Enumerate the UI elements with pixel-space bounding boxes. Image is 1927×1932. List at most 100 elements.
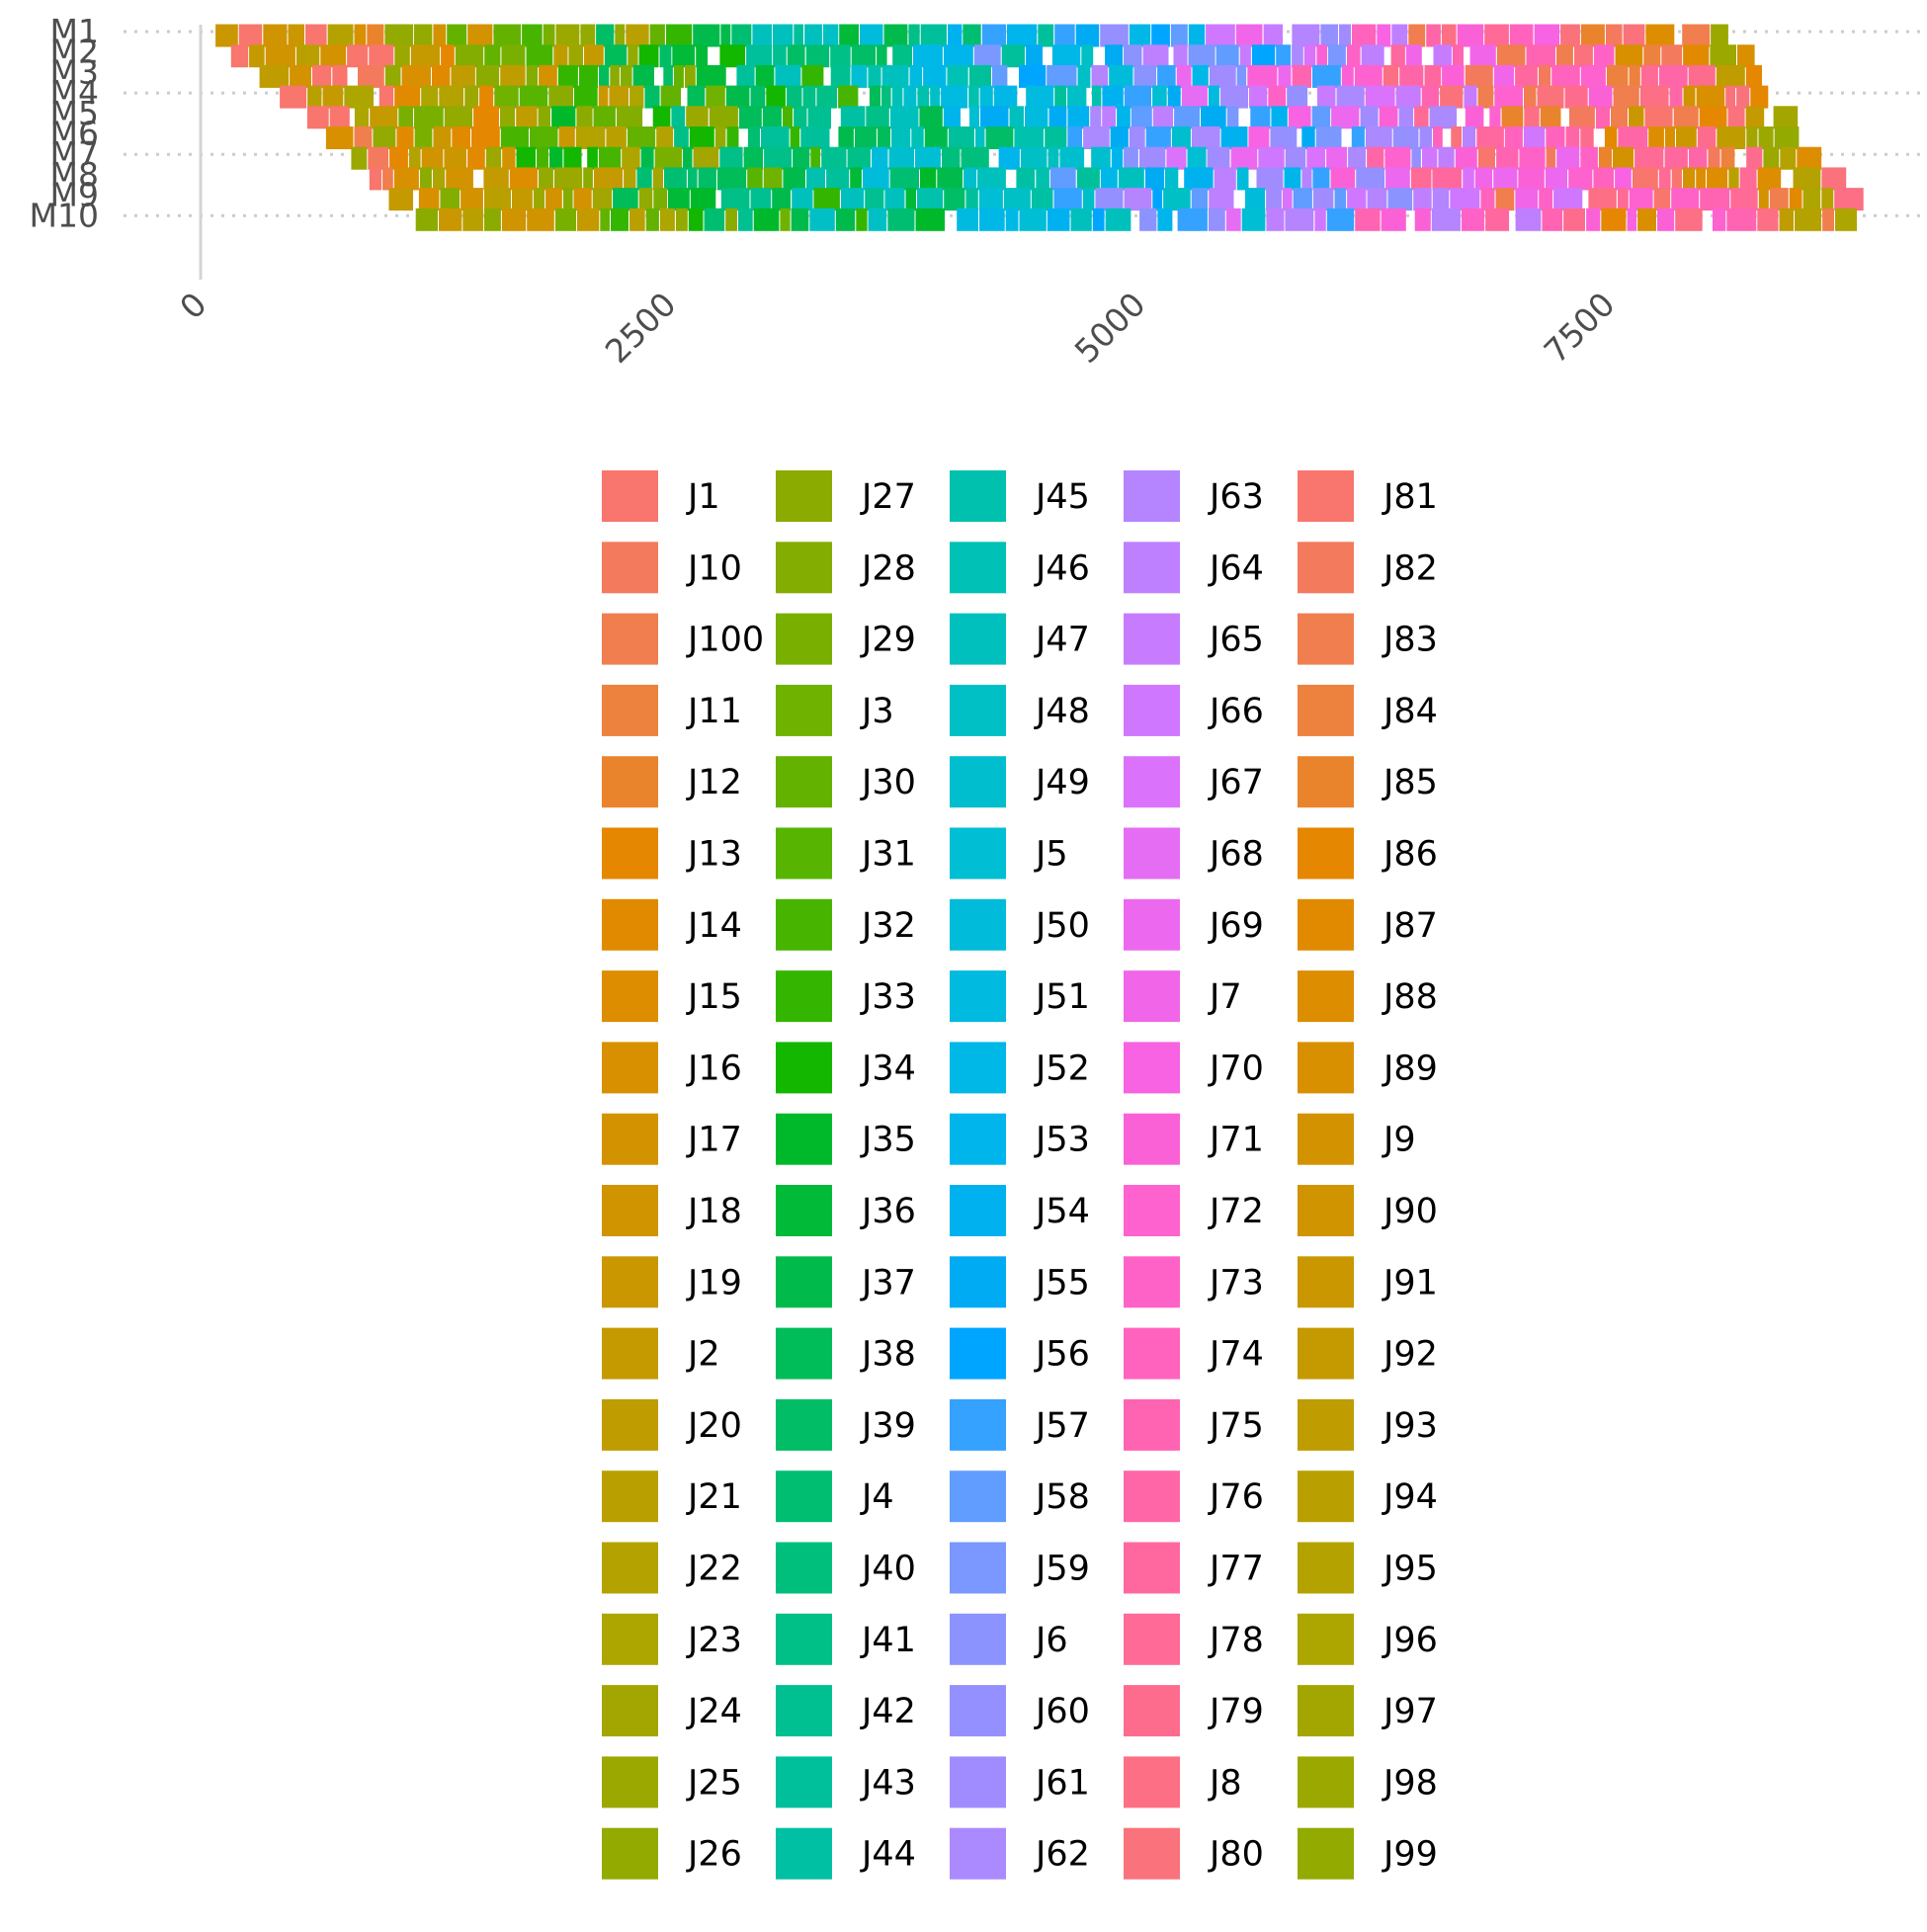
bar-M4-12 xyxy=(548,85,573,109)
bar-M7-44 xyxy=(1258,146,1285,170)
legend-label-J39: J39 xyxy=(860,1406,916,1446)
bar-M1-44 xyxy=(1129,24,1151,47)
legend-swatch-J68 xyxy=(1124,827,1180,880)
bar-M3-67 xyxy=(1688,64,1716,88)
bar-M9-46 xyxy=(1367,188,1387,211)
bar-M3-65 xyxy=(1640,64,1658,88)
bar-M3-48 xyxy=(1278,64,1292,88)
bar-M9-50 xyxy=(1450,188,1480,211)
bar-M9-47 xyxy=(1387,188,1413,211)
legend-swatch-J75 xyxy=(1124,1398,1180,1451)
bar-M1-15 xyxy=(543,24,555,47)
legend-label-J40: J40 xyxy=(860,1550,916,1589)
bar-M1-54 xyxy=(1352,24,1377,47)
bar-M5-46 xyxy=(1311,106,1331,129)
bar-M7-15 xyxy=(622,146,640,170)
bar-M7-35 xyxy=(1059,146,1085,170)
bar-M5-57 xyxy=(1540,106,1561,129)
x-axis: 0 2500 5000 7500 xyxy=(172,285,1622,371)
bar-M2-37 xyxy=(1051,44,1081,68)
bar-M1-19 xyxy=(615,24,626,47)
bar-M9-43 xyxy=(1312,188,1334,211)
bar-M7-12 xyxy=(563,146,582,170)
bar-M10-56 xyxy=(1627,208,1637,231)
x-tick-label-2500: 2500 xyxy=(598,285,684,371)
legend-label-J7: J7 xyxy=(1208,977,1242,1017)
legend-label-J8: J8 xyxy=(1208,1763,1242,1803)
bar-M1-0 xyxy=(215,24,238,47)
legend-swatch-J59 xyxy=(950,1542,1006,1594)
legend-label-J19: J19 xyxy=(686,1263,742,1302)
legend-swatch-J60 xyxy=(950,1685,1006,1737)
bar-M9-25 xyxy=(917,188,944,211)
legend-swatch-J30 xyxy=(776,756,832,808)
legend-label-J90: J90 xyxy=(1382,1192,1438,1231)
bar-M5-25 xyxy=(866,106,889,129)
bar-M3-3 xyxy=(332,64,348,88)
bar-M3-33 xyxy=(947,64,968,88)
bar-M7-43 xyxy=(1230,146,1258,170)
bar-M3-64 xyxy=(1629,64,1640,88)
bar-M8-26 xyxy=(889,167,919,191)
bar-M9-65 xyxy=(1789,188,1802,211)
legend-label-J33: J33 xyxy=(860,977,916,1017)
bar-M9-2 xyxy=(440,188,461,211)
bar-M9-10 xyxy=(592,188,613,211)
legend-label-J26: J26 xyxy=(686,1835,742,1875)
y-tick-label-M5: M5 xyxy=(50,94,99,132)
bar-M5-27 xyxy=(919,106,943,129)
legend-label-J56: J56 xyxy=(1034,1335,1090,1375)
bar-M1-24 xyxy=(720,24,731,47)
bar-M8-19 xyxy=(747,167,763,191)
bar-M8-69 xyxy=(1821,167,1847,191)
bar-M2-53 xyxy=(1361,44,1384,68)
bar-M7-68 xyxy=(1746,146,1763,170)
legend-swatch-J23 xyxy=(602,1613,658,1665)
legend-swatch-J47 xyxy=(950,613,1006,665)
bar-M2-44 xyxy=(1215,44,1239,68)
bar-M9-23 xyxy=(884,188,905,211)
bar-M6-50 xyxy=(1433,126,1443,149)
legend-swatch-J100 xyxy=(602,613,658,665)
bar-M2-4 xyxy=(320,44,347,68)
bar-M7-31 xyxy=(961,146,989,170)
bar-M4-57 xyxy=(1440,85,1464,109)
legend-swatch-J18 xyxy=(602,1185,658,1236)
bar-M8-44 xyxy=(1301,167,1312,191)
bar-M5-30 xyxy=(980,106,1009,129)
bar-M4-66 xyxy=(1639,85,1669,109)
bar-M3-17 xyxy=(620,64,632,88)
legend-swatch-J9 xyxy=(1298,1113,1354,1165)
bar-M8-51 xyxy=(1463,167,1474,191)
bar-M10-34 xyxy=(1105,208,1131,231)
bar-M8-31 xyxy=(1016,167,1036,191)
bar-M1-21 xyxy=(649,24,665,47)
bar-M1-55 xyxy=(1377,24,1391,47)
bar-M2-6 xyxy=(369,44,394,68)
legend-swatch-J40 xyxy=(776,1542,832,1594)
legend-swatch-J41 xyxy=(776,1613,832,1665)
bar-M7-23 xyxy=(793,146,810,170)
bar-M5-44 xyxy=(1271,106,1288,129)
bar-M3-9 xyxy=(475,64,500,88)
bar-M3-40 xyxy=(1109,64,1133,88)
bar-M4-5 xyxy=(394,85,421,109)
bar-M3-51 xyxy=(1341,64,1354,88)
bar-M10-38 xyxy=(1208,208,1225,231)
legend-swatch-J19 xyxy=(602,1256,658,1308)
bar-M10-41 xyxy=(1266,208,1285,231)
bar-M10-55 xyxy=(1601,208,1627,231)
legend-label-J73: J73 xyxy=(1208,1263,1264,1302)
bar-M4-39 xyxy=(1054,85,1067,109)
bar-M6-12 xyxy=(606,126,627,149)
bar-M4-49 xyxy=(1249,85,1268,109)
bar-M6-29 xyxy=(948,126,974,149)
bar-M5-63 xyxy=(1673,106,1699,129)
bar-M2-15 xyxy=(568,44,583,68)
y-tick-label-M4: M4 xyxy=(50,73,99,112)
legend-label-J21: J21 xyxy=(686,1477,742,1517)
bar-M6-38 xyxy=(1145,126,1171,149)
legend-label-J87: J87 xyxy=(1382,906,1438,946)
legend-label-J82: J82 xyxy=(1382,548,1438,588)
bar-M6-8 xyxy=(500,126,529,149)
